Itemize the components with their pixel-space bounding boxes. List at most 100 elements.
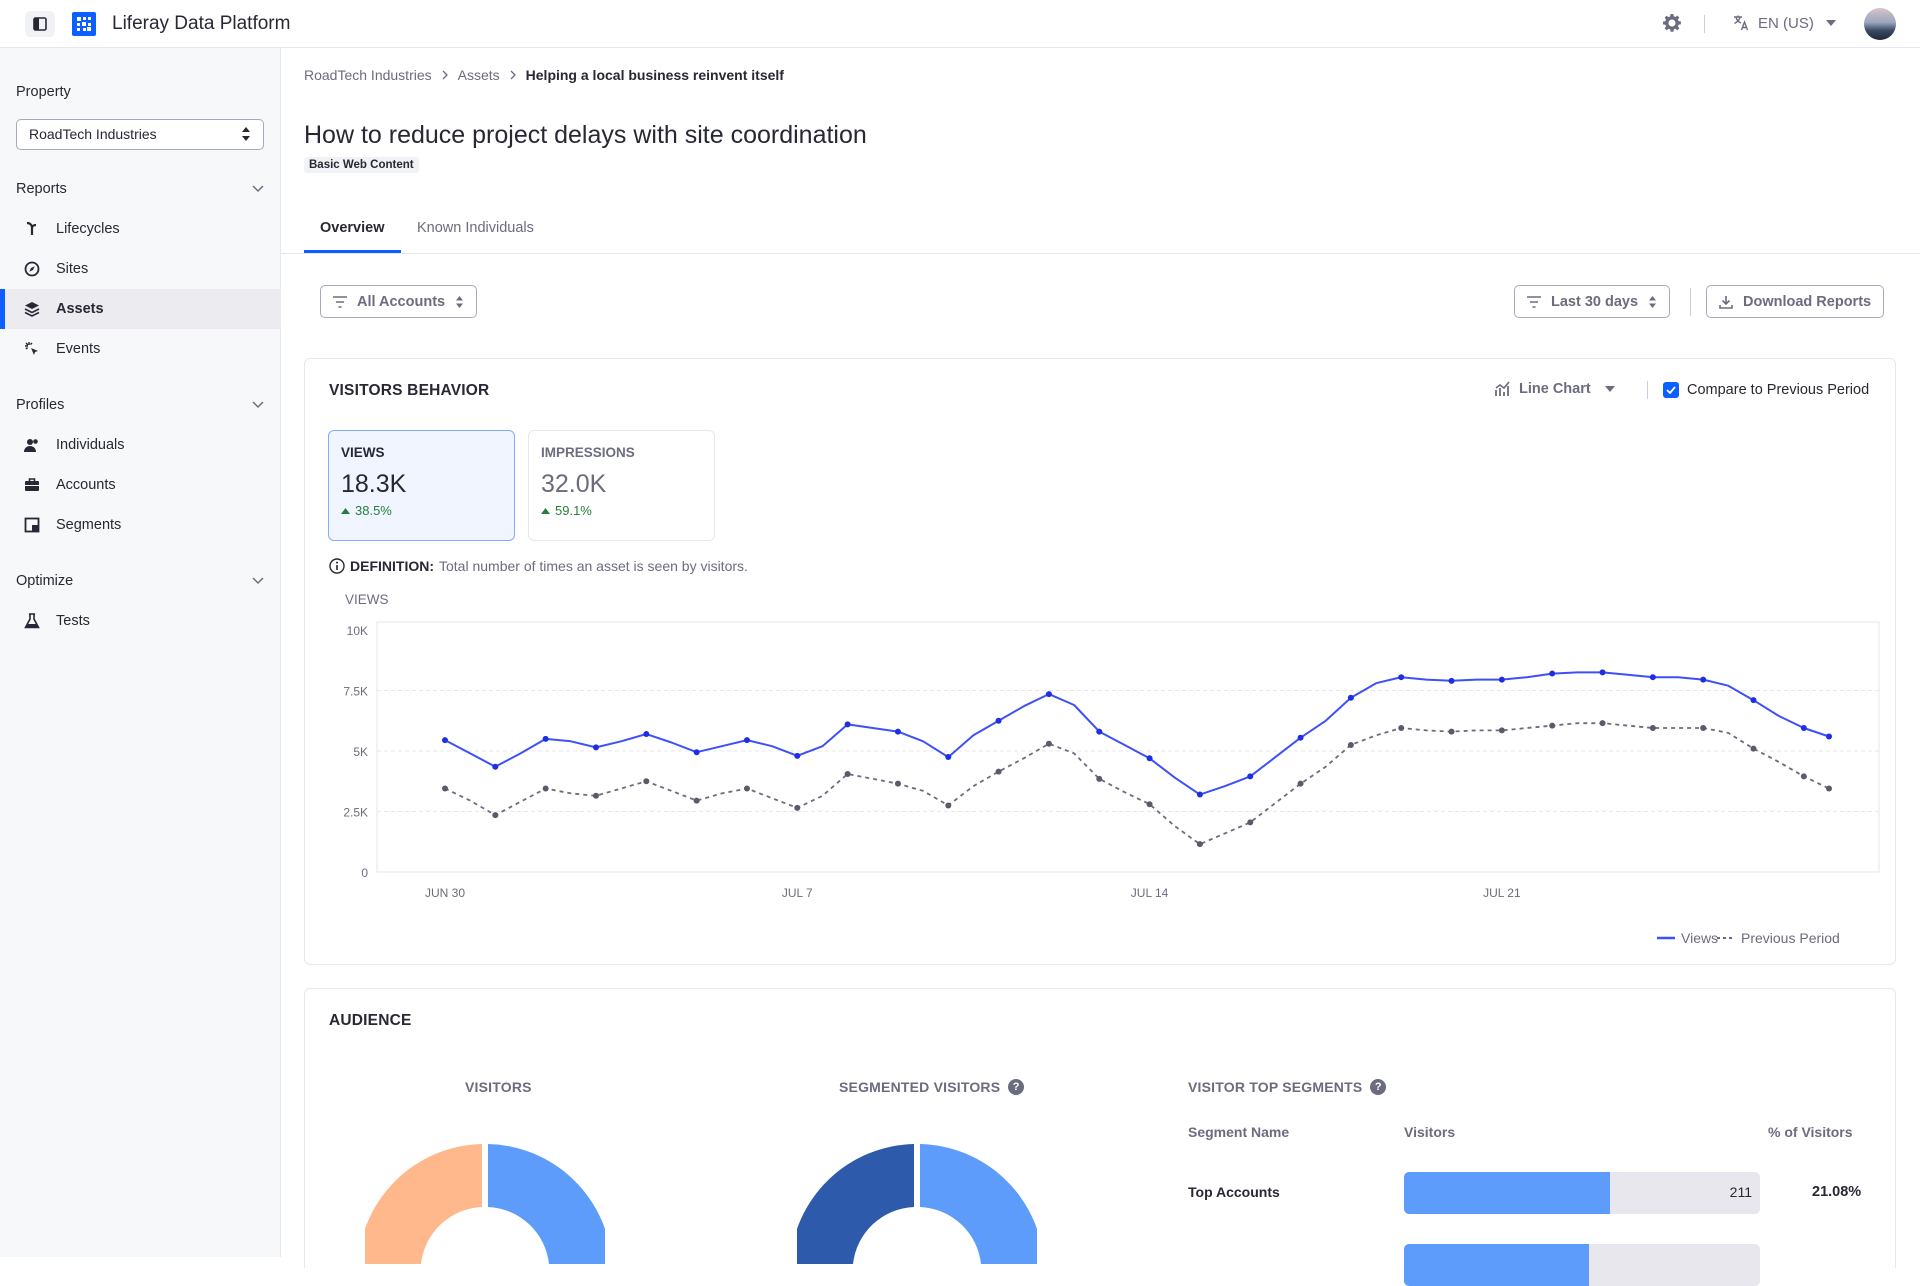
metric-label: IMPRESSIONS xyxy=(541,445,635,460)
property-select-value: RoadTech Industries xyxy=(29,126,157,142)
breadcrumb-link-property[interactable]: RoadTech Industries xyxy=(304,67,432,83)
breadcrumb: RoadTech Industries Assets Helping a loc… xyxy=(304,67,784,83)
sidebar-item-segments[interactable]: Segments xyxy=(0,505,281,545)
previous-data-point xyxy=(1448,728,1455,735)
views-data-point xyxy=(1800,725,1807,732)
visitors-behavior-card: VISITORS BEHAVIOR Line Chart Compare to … xyxy=(304,358,1896,965)
sidebar-item-events[interactable]: Events xyxy=(0,329,281,369)
help-icon[interactable]: ? xyxy=(1370,1079,1387,1095)
breadcrumb-link-assets[interactable]: Assets xyxy=(457,67,500,83)
download-icon xyxy=(1719,295,1733,309)
definition-text: Total number of times an asset is seen b… xyxy=(439,558,748,574)
section-label: Profiles xyxy=(16,397,65,413)
previous-data-point xyxy=(1096,775,1103,782)
y-tick-label: 2.5K xyxy=(343,806,368,820)
solid-line-icon xyxy=(1657,936,1675,940)
user-avatar[interactable] xyxy=(1864,8,1896,40)
segmented-visitors-donut-chart xyxy=(797,1144,1037,1264)
segmented-visitors-title-text: SEGMENTED VISITORS xyxy=(839,1079,1001,1095)
metric-card-impressions[interactable]: IMPRESSIONS 32.0K 59.1% xyxy=(528,430,715,541)
previous-data-point xyxy=(945,802,952,809)
sidebar-section-profiles[interactable]: Profiles xyxy=(16,397,264,413)
views-line-chart: 0 2.5K 5K 7.5K 10K JUN 30 JUL 7 JUL 14 JUL 21 xyxy=(343,621,1880,900)
chart-plot-frame xyxy=(376,621,1880,873)
sidebar-item-individuals[interactable]: Individuals xyxy=(0,425,281,465)
sidebar-toggle-button[interactable] xyxy=(25,11,55,37)
previous-period-series-line xyxy=(444,722,1830,846)
sort-arrows-icon xyxy=(456,295,464,308)
help-icon[interactable]: ? xyxy=(1008,1079,1025,1095)
chart-y-axis-title: VIEWS xyxy=(345,592,389,607)
sidebar-item-lifecycles[interactable]: Lifecycles xyxy=(0,209,281,249)
layers-icon xyxy=(24,301,40,317)
legend-item-previous-period[interactable]: Previous Period xyxy=(1717,930,1840,946)
sidebar-section-reports[interactable]: Reports xyxy=(16,181,264,197)
previous-data-point xyxy=(592,792,599,799)
definition-label: DEFINITION: xyxy=(350,558,434,574)
sidebar-item-tests[interactable]: Tests xyxy=(0,601,281,641)
date-range-label: Last 30 days xyxy=(1551,293,1639,310)
sidebar-item-label: Events xyxy=(56,341,101,357)
chevron-right-icon xyxy=(510,70,516,80)
settings-button[interactable] xyxy=(1662,13,1682,36)
views-data-point xyxy=(1826,733,1832,740)
sidebar-item-label: Lifecycles xyxy=(56,221,120,237)
compare-previous-checkbox[interactable]: Compare to Previous Period xyxy=(1663,382,1869,398)
briefcase-icon xyxy=(24,477,40,493)
legend-label: Views xyxy=(1681,930,1719,946)
breadcrumb-current: Helping a local business reinvent itself xyxy=(525,67,784,83)
content-type-badge: Basic Web Content xyxy=(304,157,419,173)
compare-label: Compare to Previous Period xyxy=(1687,382,1870,398)
views-data-point xyxy=(1750,697,1757,704)
caret-down-icon xyxy=(1825,20,1836,26)
section-label: Optimize xyxy=(16,573,74,589)
translate-icon xyxy=(1734,15,1749,31)
metric-label: VIEWS xyxy=(341,445,385,460)
sidebar: Property RoadTech Industries Reports Lif… xyxy=(0,48,281,1257)
property-select[interactable]: RoadTech Industries xyxy=(16,119,264,150)
y-tick-label: 7.5K xyxy=(343,685,368,699)
arrow-up-icon xyxy=(341,507,350,514)
sidebar-item-accounts[interactable]: Accounts xyxy=(0,465,281,505)
previous-data-point xyxy=(1800,773,1807,780)
segment-visitors-value: 211 xyxy=(1729,1184,1752,1200)
caret-down-icon xyxy=(1604,386,1615,392)
views-data-point xyxy=(492,763,499,770)
checkbox-checked[interactable] xyxy=(1663,382,1679,398)
segment-bar-fill xyxy=(1404,1172,1611,1214)
metric-card-views[interactable]: VIEWS 18.3K 38.5% xyxy=(328,430,515,541)
tab-overview[interactable]: Overview xyxy=(320,220,385,236)
accounts-filter-button[interactable]: All Accounts xyxy=(320,285,478,318)
filter-icon xyxy=(333,295,347,308)
sidebar-item-assets[interactable]: Assets xyxy=(0,289,281,329)
app-title: Liferay Data Platform xyxy=(112,13,291,34)
views-data-point xyxy=(1649,674,1656,681)
previous-data-point xyxy=(1549,722,1556,729)
top-segments-title: VISITOR TOP SEGMENTS ? xyxy=(1188,1079,1387,1095)
click-icon xyxy=(24,341,40,357)
views-data-point xyxy=(1196,791,1203,798)
previous-data-point xyxy=(1398,725,1405,732)
section-label: Reports xyxy=(16,181,67,197)
chart-type-dropdown[interactable]: Line Chart xyxy=(1495,381,1615,397)
previous-data-point xyxy=(894,780,901,787)
legend-item-views[interactable]: Views xyxy=(1657,930,1718,946)
views-data-point xyxy=(1448,677,1455,684)
language-selector[interactable]: EN (US) xyxy=(1732,14,1836,32)
views-data-point xyxy=(995,717,1002,724)
download-reports-button[interactable]: Download Reports xyxy=(1706,285,1885,318)
sidebar-item-label: Individuals xyxy=(56,437,125,453)
tab-known-individuals[interactable]: Known Individuals xyxy=(417,220,534,236)
sidebar-section-optimize[interactable]: Optimize xyxy=(16,573,264,589)
info-icon xyxy=(329,558,345,574)
check-icon xyxy=(1666,386,1676,394)
visitors-donut-chart xyxy=(365,1144,605,1264)
sidebar-item-sites[interactable]: Sites xyxy=(0,249,281,289)
audience-title: AUDIENCE xyxy=(329,1012,412,1029)
active-tab-indicator xyxy=(304,250,401,253)
users-icon xyxy=(24,437,40,453)
views-data-point xyxy=(1045,691,1052,698)
date-range-button[interactable]: Last 30 days xyxy=(1514,285,1671,318)
previous-data-point xyxy=(1599,720,1606,727)
previous-data-point xyxy=(1146,801,1153,808)
